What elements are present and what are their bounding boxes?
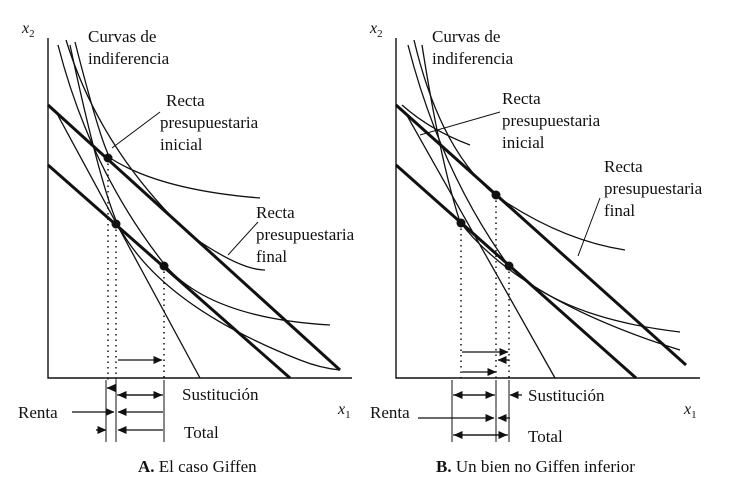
panel-b: x2 x1	[369, 20, 706, 476]
panel-a-initial-budget-line	[46, 103, 342, 372]
panel-a-label-total: Total	[184, 423, 219, 442]
panel-a-indifference-curve-3	[69, 44, 341, 371]
panel-a: x2 x1	[18, 20, 358, 476]
panel-a-label-final-budget: Recta presupuestaria final	[256, 203, 358, 266]
panel-b-label-sustitucion: Sustitución	[528, 386, 605, 405]
panel-a-indifference-curve-1	[57, 44, 331, 326]
panel-a-steep-line	[54, 109, 201, 379]
panel-a-label-renta: Renta	[18, 403, 58, 422]
panel-a-label-initial-budget: Recta presupuestaria inicial	[160, 91, 262, 154]
panel-b-caption: B. Un bien no Giffen inferior	[436, 457, 635, 476]
panel-b-label-total: Total	[528, 427, 563, 446]
panel-a-final-budget-line	[47, 163, 291, 380]
panel-b-x-axis-label: x1	[683, 401, 697, 421]
panel-a-axes	[47, 38, 352, 379]
panel-a-caption: A. El caso Giffen	[138, 457, 257, 476]
panel-b-label-final-budget: Recta presupuestaria final	[604, 157, 706, 220]
panel-b-indifference-curve-4	[401, 104, 471, 146]
panel-b-initial-budget-line	[394, 103, 688, 367]
panel-a-x-axis-label: x1	[337, 401, 351, 421]
panel-b-final-budget-line	[395, 163, 637, 380]
panel-b-steep-line	[404, 111, 556, 379]
panel-b-guide-final	[577, 197, 601, 257]
panel-a-label-sustitucion: Sustitución	[182, 385, 259, 404]
panel-b-axes	[395, 38, 700, 379]
panel-a-y-axis-label: x2	[21, 20, 35, 40]
panel-b-label-renta: Renta	[370, 403, 410, 422]
panel-a-guide-initial	[111, 111, 161, 149]
panel-b-y-axis-label: x2	[369, 20, 383, 40]
panel-b-label-curves: Curvas de indiferencia	[432, 27, 514, 68]
panel-b-label-initial-budget: Recta presupuestaria inicial	[502, 89, 604, 152]
panel-b-guide-initial	[419, 111, 501, 136]
panel-a-label-curves: Curvas de indiferencia	[88, 27, 170, 68]
panel-a-guide-final	[227, 221, 259, 256]
